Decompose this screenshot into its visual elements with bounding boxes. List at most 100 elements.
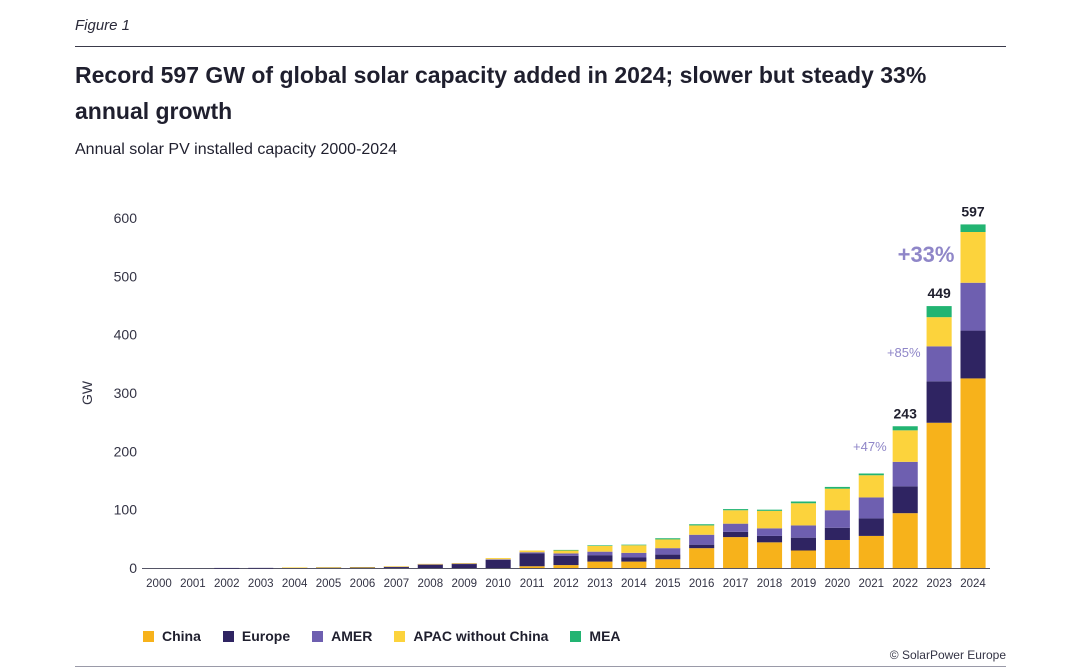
x-tick-label: 2004 bbox=[282, 578, 308, 590]
bar-segment-mea-2023 bbox=[926, 306, 952, 318]
legend-label: MEA bbox=[589, 628, 621, 644]
bar-segment-amer-2016 bbox=[689, 534, 715, 545]
growth-annotation-2022: +47% bbox=[853, 439, 887, 454]
legend-item-europe: Europe bbox=[222, 628, 291, 644]
bar-segment-europe-2009 bbox=[451, 563, 477, 568]
bar-segment-china-2011 bbox=[519, 566, 545, 568]
bar-segment-apac-without-china-2024 bbox=[960, 232, 986, 283]
bar-segment-amer-2012 bbox=[553, 553, 579, 556]
bar-segment-europe-2017 bbox=[723, 531, 749, 538]
bar-segment-apac-without-china-2008 bbox=[417, 563, 443, 565]
bar-segment-china-2022 bbox=[892, 513, 918, 568]
bar-segment-china-2023 bbox=[926, 422, 952, 568]
total-label-2023: 449 bbox=[927, 285, 951, 301]
bar-segment-apac-without-china-2020 bbox=[824, 488, 850, 511]
x-tick-label: 2001 bbox=[180, 578, 206, 590]
top-rule bbox=[75, 46, 1006, 47]
bar-segment-apac-without-china-2015 bbox=[655, 539, 681, 549]
legend-swatch bbox=[394, 630, 406, 642]
y-axis-label: GW bbox=[79, 380, 95, 405]
x-tick-label: 2007 bbox=[384, 578, 410, 590]
x-tick-label: 2003 bbox=[248, 578, 274, 590]
bar-segment-europe-2021 bbox=[858, 518, 884, 536]
bar-segment-mea-2012 bbox=[553, 549, 579, 551]
legend-item-amer: AMER bbox=[312, 628, 372, 644]
bar-segment-amer-2013 bbox=[587, 551, 613, 556]
x-tick-label: 2002 bbox=[214, 578, 240, 590]
x-tick-label: 2014 bbox=[621, 578, 647, 590]
total-label-2022: 243 bbox=[894, 405, 918, 421]
bar-segment-apac-without-china-2006 bbox=[349, 567, 376, 568]
x-tick-label: 2000 bbox=[146, 578, 172, 590]
legend-label: AMER bbox=[331, 628, 373, 644]
legend-label: China bbox=[162, 628, 201, 644]
bar-segment-apac-without-china-2007 bbox=[383, 566, 409, 567]
source-credit: © SolarPower Europe bbox=[889, 648, 1006, 662]
bar-segment-china-2016 bbox=[689, 548, 715, 568]
y-tick-label: 0 bbox=[129, 560, 137, 576]
legend-item-mea: MEA bbox=[570, 628, 621, 644]
bar-segment-amer-2014 bbox=[621, 552, 647, 558]
x-tick-label: 2013 bbox=[587, 578, 613, 590]
x-tick-label: 2009 bbox=[451, 578, 477, 590]
growth-annotation-2023: +85% bbox=[887, 345, 921, 360]
bar-segment-amer-2008 bbox=[417, 564, 443, 565]
bar-segment-apac-without-china-2018 bbox=[756, 510, 783, 529]
x-tick-label: 2005 bbox=[316, 578, 342, 590]
bar-segment-china-2021 bbox=[858, 535, 884, 568]
bar-segment-europe-2007 bbox=[383, 566, 409, 568]
bar-segment-europe-2023 bbox=[926, 381, 952, 423]
bar-segment-apac-without-china-2009 bbox=[451, 563, 477, 564]
bar-segment-apac-without-china-2019 bbox=[790, 503, 816, 526]
bar-segment-china-2019 bbox=[790, 550, 816, 568]
bar-segment-apac-without-china-2022 bbox=[892, 430, 918, 462]
bar-segment-amer-2017 bbox=[723, 523, 749, 532]
bar-segment-amer-2020 bbox=[824, 510, 850, 528]
bar-segment-amer-2009 bbox=[451, 563, 477, 565]
bar-segment-europe-2014 bbox=[621, 557, 647, 562]
bar-segment-mea-2014 bbox=[621, 544, 647, 546]
bar-segment-amer-2011 bbox=[519, 552, 545, 554]
bar-segment-china-2014 bbox=[621, 561, 647, 568]
bar-segment-mea-2018 bbox=[756, 509, 783, 511]
bar-segment-apac-without-china-2016 bbox=[689, 525, 715, 535]
bar-segment-europe-2008 bbox=[417, 564, 443, 568]
bar-segment-china-2013 bbox=[587, 561, 613, 568]
bar-segment-apac-without-china-2005 bbox=[316, 567, 342, 568]
bar-segment-europe-2020 bbox=[824, 527, 850, 540]
bar-segment-apac-without-china-2017 bbox=[723, 510, 749, 524]
bar-segment-apac-without-china-2010 bbox=[485, 558, 511, 560]
bar-segment-amer-2018 bbox=[756, 528, 783, 536]
legend-label: Europe bbox=[241, 628, 291, 644]
bar-segment-europe-2024 bbox=[960, 330, 986, 379]
x-tick-label: 2017 bbox=[723, 578, 749, 590]
x-tick-label: 2024 bbox=[960, 578, 986, 590]
bar-segment-apac-without-china-2014 bbox=[621, 545, 647, 553]
bar-segment-apac-without-china-2012 bbox=[553, 550, 579, 554]
bar-segment-amer-2023 bbox=[926, 346, 952, 382]
x-tick-label: 2020 bbox=[825, 578, 851, 590]
bar-segment-amer-2022 bbox=[892, 461, 918, 487]
legend-swatch bbox=[312, 630, 324, 642]
bar-segment-apac-without-china-2023 bbox=[926, 317, 952, 347]
bar-segment-amer-2010 bbox=[485, 559, 511, 560]
bar-segment-mea-2015 bbox=[655, 538, 681, 540]
x-tick-label: 2021 bbox=[858, 578, 884, 590]
legend-swatch bbox=[143, 630, 154, 642]
x-tick-label: 2018 bbox=[757, 578, 783, 590]
bar-segment-china-2020 bbox=[824, 540, 850, 568]
x-tick-label: 2022 bbox=[892, 578, 918, 590]
growth-annotation-2024: +33% bbox=[898, 242, 955, 267]
bar-segment-apac-without-china-2013 bbox=[587, 545, 613, 552]
bar-segment-amer-2021 bbox=[858, 497, 884, 519]
bar-segment-mea-2021 bbox=[858, 473, 884, 476]
bar-segment-europe-2003 bbox=[248, 567, 274, 569]
x-tick-label: 2010 bbox=[485, 578, 511, 590]
bar-segment-mea-2020 bbox=[824, 486, 850, 489]
bar-segment-mea-2013 bbox=[587, 545, 613, 546]
total-label-2024: 597 bbox=[961, 203, 985, 219]
bar-segment-china-2018 bbox=[756, 542, 783, 568]
bar-segment-apac-without-china-2011 bbox=[519, 550, 545, 553]
x-tick-label: 2008 bbox=[418, 578, 444, 590]
